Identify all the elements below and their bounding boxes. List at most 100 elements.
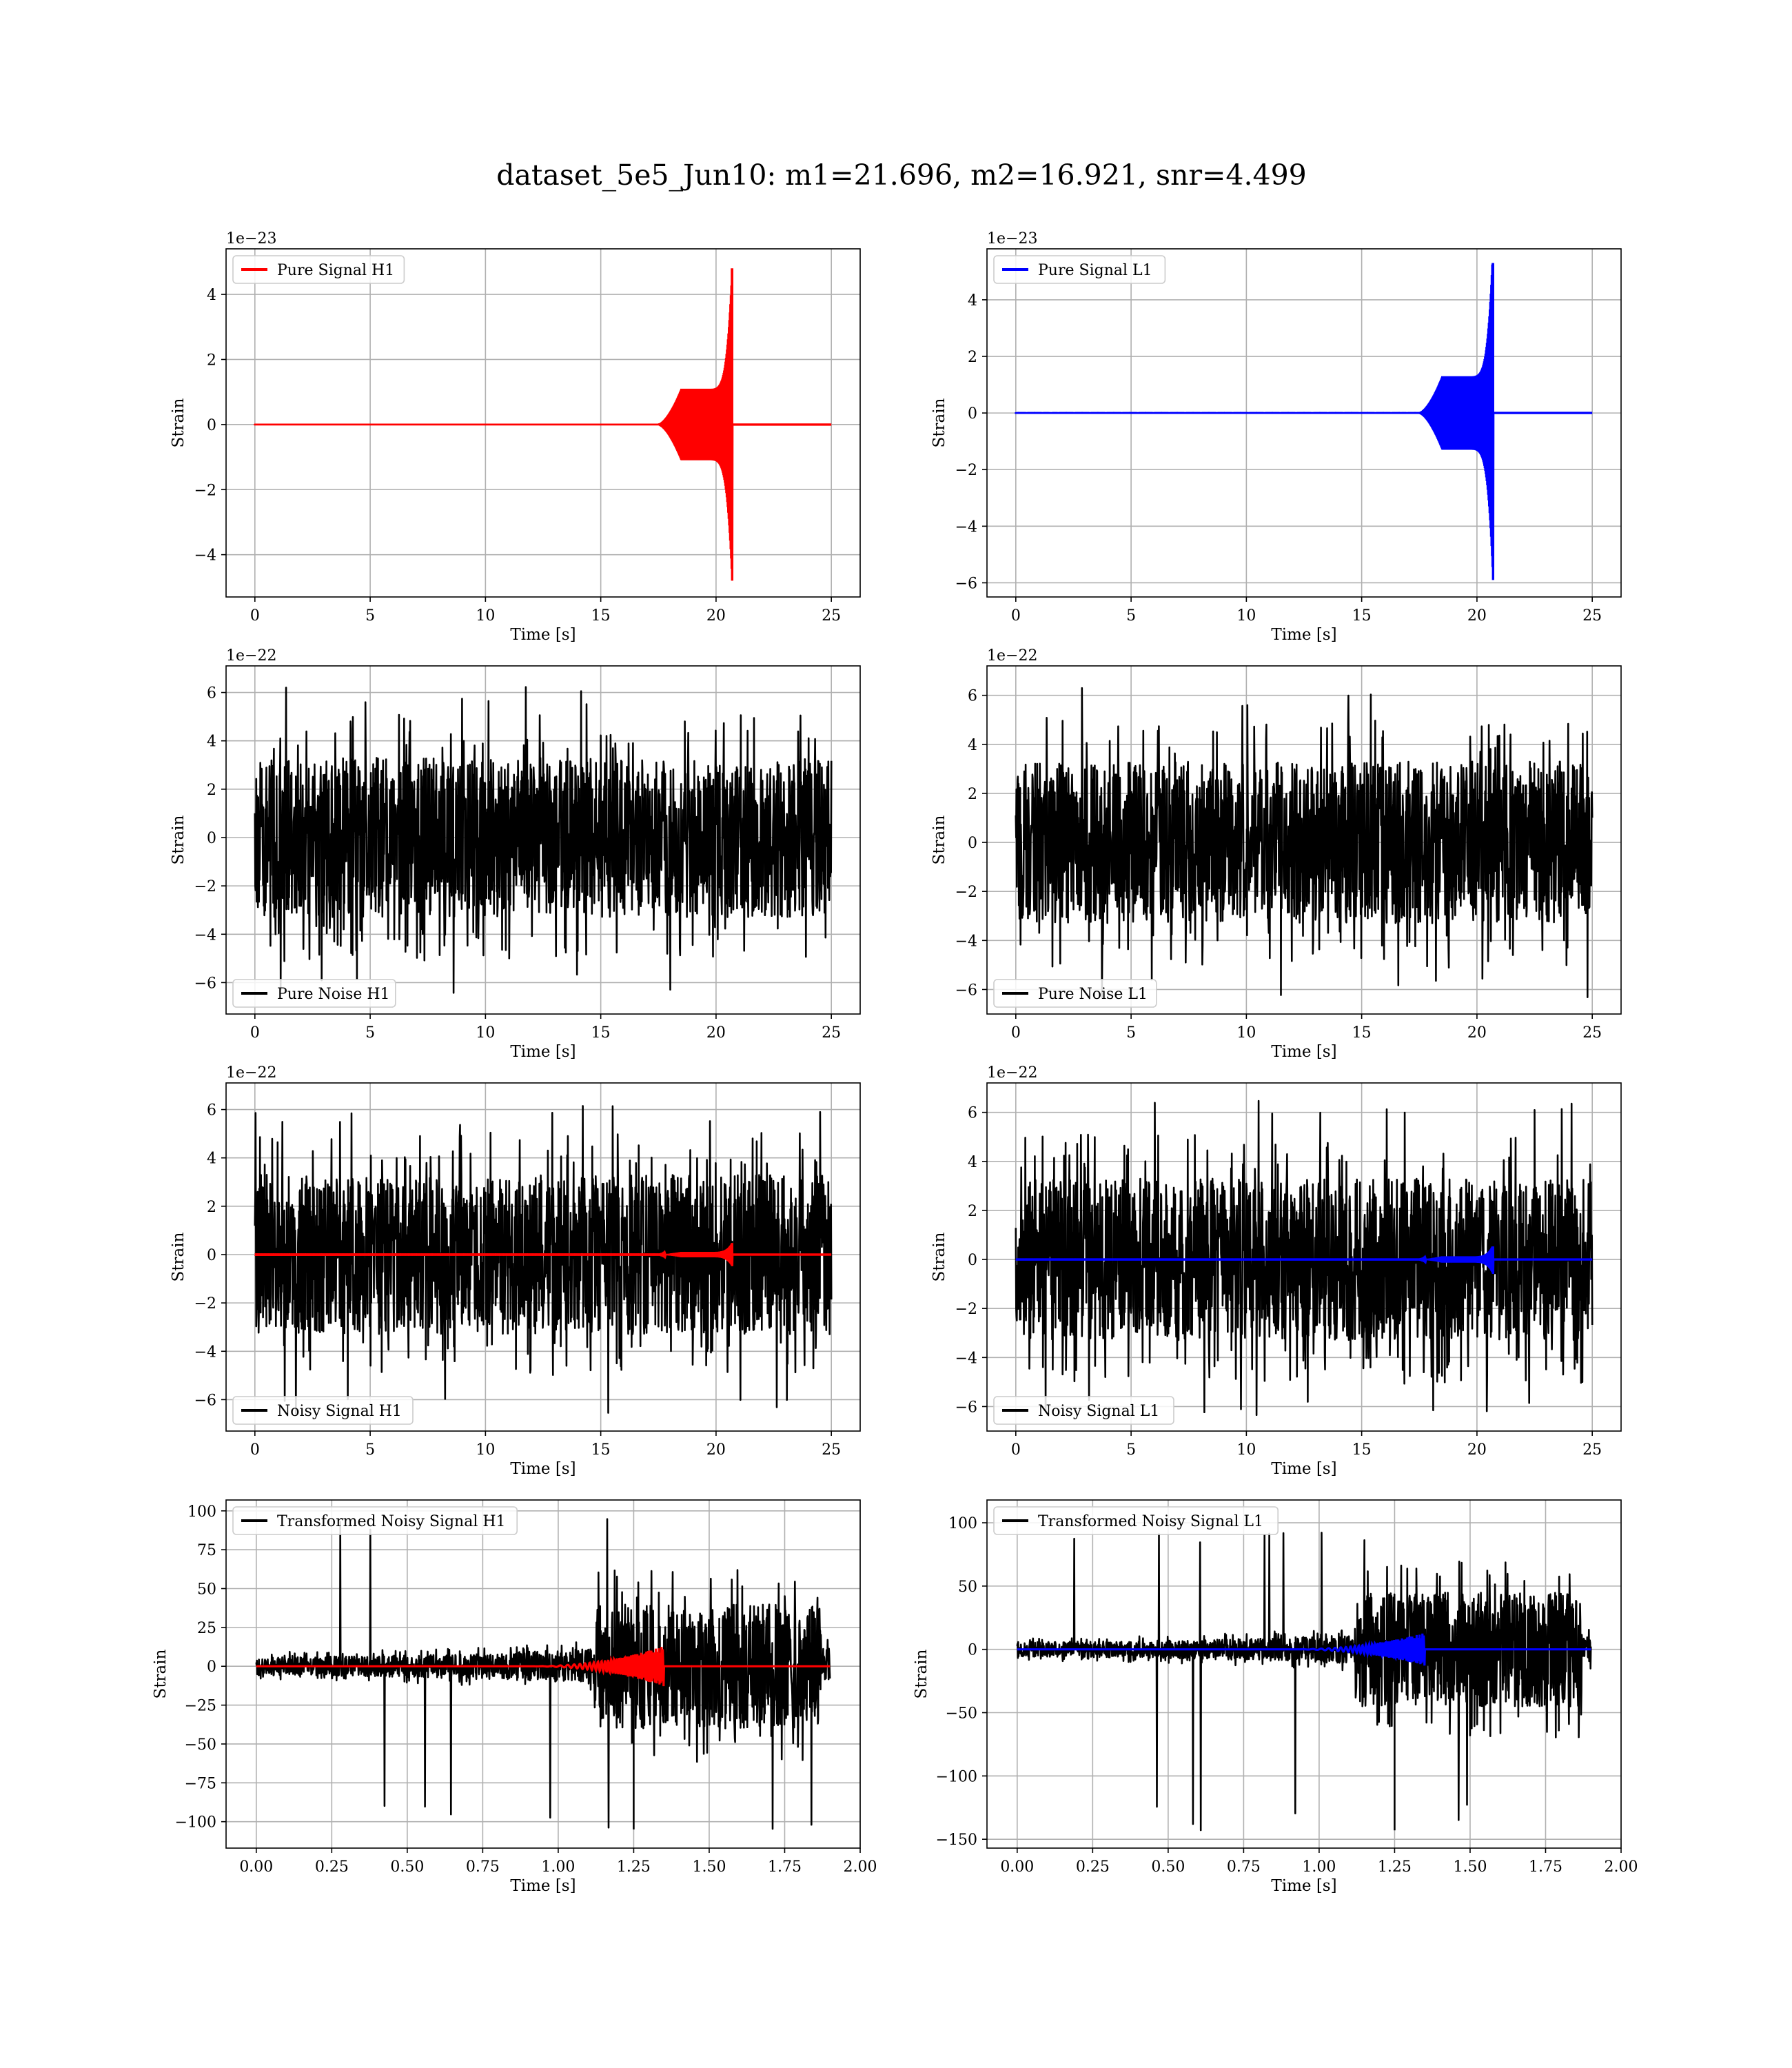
x-tick-label: 25 (1582, 1441, 1602, 1459)
x-tick-label: 25 (1582, 607, 1602, 625)
y-tick-label: 6 (207, 685, 216, 702)
legend-label: Transformed Noisy Signal H1 (277, 1513, 506, 1530)
axes-frame (225, 665, 861, 1015)
y-tick-label: −100 (936, 1768, 977, 1785)
panel-transformed-noisy-signal-h1: 0.00 0.25 0.50 0.75 1.00 1.25 1.50 1.75 2.00 −100… (152, 1499, 877, 1895)
x-tick-label: 1.50 (1453, 1858, 1487, 1876)
y-axis-label: Strain (170, 815, 187, 864)
y-tick-label: −2 (955, 884, 977, 901)
legend: Noisy Signal L1 (993, 1396, 1174, 1425)
x-tick-label: 15 (1352, 1441, 1372, 1459)
x-axis-label: Time [s] (1271, 626, 1336, 644)
plot-area (254, 268, 832, 581)
y-tick-label: 100 (187, 1503, 216, 1521)
x-tick-label: 25 (822, 1441, 841, 1459)
y-tick-label: −6 (194, 1392, 216, 1409)
series-signal (1015, 263, 1593, 580)
x-tick-label: 15 (591, 1024, 611, 1042)
x-tick-label: 2.00 (844, 1858, 877, 1876)
x-axis-label: Time [s] (1271, 1043, 1336, 1061)
y-tick-label: −4 (955, 933, 977, 950)
x-tick-label: 0.50 (390, 1858, 424, 1876)
legend-label: Pure Signal L1 (1038, 262, 1152, 279)
offset-text: 1e−23 (226, 230, 276, 247)
y-tick-label: 4 (207, 733, 216, 751)
series-signal (254, 1243, 832, 1266)
y-axis-label: Strain (170, 398, 187, 447)
plot-area (1015, 687, 1594, 998)
y-tick-label: −6 (194, 975, 216, 992)
x-tick-label: 0 (250, 607, 260, 625)
y-tick-label: 0 (207, 1247, 216, 1264)
offset-text: 1e−22 (226, 1064, 276, 1082)
y-tick-label: 75 (197, 1542, 216, 1559)
y-tick-label: 0 (968, 1252, 977, 1269)
y-tick-label: 0 (207, 1659, 216, 1676)
x-tick-label: 0.00 (1000, 1858, 1034, 1876)
plot-area (1016, 1532, 1592, 1832)
series-noise (254, 1105, 833, 1415)
y-tick-label: −2 (955, 462, 977, 479)
y-tick-label: −2 (955, 1301, 977, 1318)
y-tick-label: −4 (955, 1350, 977, 1367)
panel-pure-signal-h1: 0 5 10 15 20 25 −4 −2 0 2 4 Time [s] Strain 1e−23Pure… (170, 230, 861, 644)
x-tick-label: 0 (250, 1024, 260, 1042)
y-tick-label: −50 (946, 1705, 977, 1723)
y-tick-label: 2 (207, 1199, 216, 1216)
panel-noisy-signal-h1: 0 5 10 15 20 25 −6 −4 −2 0 2 4 6 Time [s] Strain 1e−22 N… (170, 1064, 861, 1478)
y-tick-label: 4 (968, 1154, 977, 1171)
x-tick-label: 25 (822, 607, 841, 625)
x-tick-label: 5 (1126, 1441, 1136, 1459)
x-tick-label: 10 (1236, 1024, 1256, 1042)
y-tick-label: 4 (968, 737, 977, 754)
x-tick-label: 15 (1352, 607, 1372, 625)
y-tick-label: −4 (955, 518, 977, 536)
y-tick-label: 50 (197, 1581, 216, 1599)
x-tick-label: 10 (476, 1441, 495, 1459)
x-tick-label: 5 (1126, 607, 1136, 625)
offset-text: 1e−22 (987, 1064, 1037, 1082)
panel-pure-noise-l1: 0 5 10 15 20 25 −6 −4 −2 0 2 4 6 Time [s] Strain 1e−22 P… (930, 647, 1622, 1061)
x-tick-label: 20 (706, 1024, 726, 1042)
plot-area (1015, 263, 1593, 580)
x-axis-label: Time [s] (510, 1460, 576, 1478)
legend-label: Noisy Signal H1 (277, 1403, 402, 1420)
legend: Noisy Signal H1 (232, 1396, 414, 1425)
x-tick-label: 20 (1467, 1024, 1487, 1042)
y-tick-label: −50 (185, 1736, 216, 1754)
plot-area (254, 1105, 833, 1415)
x-tick-label: 15 (591, 1441, 611, 1459)
x-axis-label: Time [s] (1271, 1460, 1336, 1478)
y-axis-label: Strain (913, 1649, 930, 1699)
y-tick-label: −4 (194, 547, 216, 565)
y-tick-label: −25 (185, 1698, 216, 1715)
plot-area (255, 1518, 831, 1830)
y-tick-label: 6 (968, 688, 977, 705)
x-tick-label: 15 (591, 607, 611, 625)
y-tick-label: 4 (207, 287, 216, 304)
x-tick-label: 1.25 (617, 1858, 651, 1876)
x-tick-label: 5 (1126, 1024, 1136, 1042)
x-tick-label: 0.25 (315, 1858, 349, 1876)
x-tick-label: 5 (365, 1441, 375, 1459)
y-tick-label: 100 (948, 1515, 977, 1532)
legend: Transformed Noisy Signal L1 (993, 1506, 1279, 1535)
y-tick-label: 2 (207, 782, 216, 799)
y-axis-label: Strain (930, 815, 948, 864)
legend: Transformed Noisy Signal H1 (232, 1506, 518, 1535)
y-tick-label: −4 (194, 926, 216, 944)
series-signal (1015, 1246, 1593, 1275)
y-tick-label: −100 (175, 1814, 216, 1832)
x-tick-label: 20 (1467, 607, 1487, 625)
x-tick-label: 20 (706, 607, 726, 625)
y-tick-label: −6 (955, 982, 977, 999)
y-tick-label: −6 (955, 1399, 977, 1416)
y-tick-label: 50 (958, 1579, 977, 1596)
y-tick-label: 0 (968, 1642, 977, 1659)
x-tick-label: 0 (1011, 1441, 1021, 1459)
y-tick-label: 0 (968, 835, 977, 852)
legend-box (232, 1506, 518, 1535)
offset-text: 1e−22 (987, 647, 1037, 665)
y-tick-label: 4 (207, 1150, 216, 1168)
legend-label: Noisy Signal L1 (1038, 1403, 1159, 1420)
